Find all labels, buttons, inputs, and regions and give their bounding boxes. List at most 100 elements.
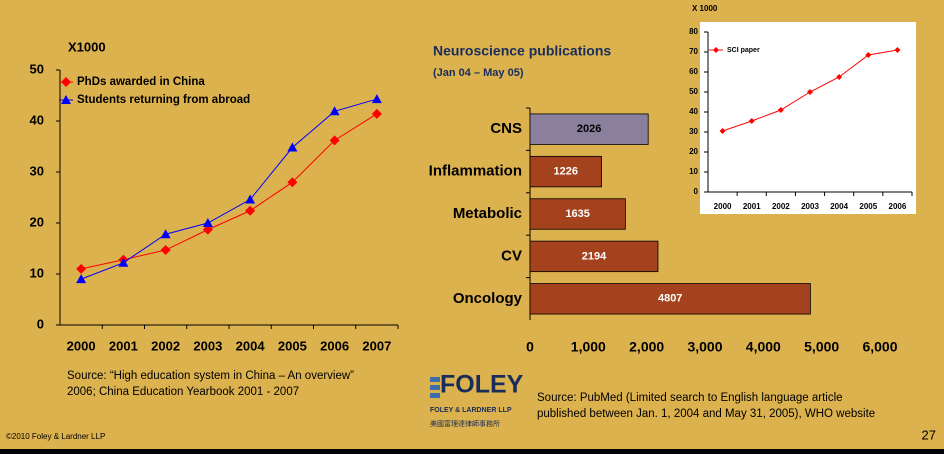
- data-point: [329, 106, 340, 116]
- x-tick-label: 2004: [236, 338, 266, 353]
- legend-label: Students returning from abroad: [77, 94, 250, 106]
- legend-label: PhDs awarded in China: [77, 76, 205, 88]
- data-point: [371, 94, 382, 104]
- source-right: Source: PubMed (Limited search to Englis…: [537, 392, 843, 404]
- data-point: [894, 47, 901, 53]
- y-tick-label: 10: [30, 265, 44, 280]
- chart-title: Neuroscience publications: [433, 43, 611, 59]
- x-tick-label: 2007: [362, 338, 391, 353]
- x-tick-label: 2003: [193, 338, 222, 353]
- logo-cn: 美國富理達律師事務所: [430, 419, 500, 428]
- y-tick-label: 40: [689, 107, 698, 116]
- chart-title: X 1000: [692, 4, 718, 13]
- y-tick-label: CNS: [490, 120, 522, 137]
- legend-marker: [713, 47, 719, 53]
- data-label: 2194: [582, 250, 607, 262]
- x-tick-label: 6,000: [862, 339, 897, 355]
- y-tick-label: 80: [689, 27, 698, 36]
- y-tick-label: 0: [694, 187, 699, 196]
- y-tick-label: 40: [30, 112, 44, 127]
- legend-label: SCI paper: [727, 47, 760, 54]
- data-point: [371, 108, 382, 119]
- data-point: [807, 89, 813, 95]
- data-point: [748, 118, 755, 124]
- y-tick-label: 50: [689, 87, 698, 96]
- data-point: [287, 142, 298, 152]
- bar: [529, 283, 811, 315]
- x-tick-label: 4,000: [746, 339, 781, 355]
- data-point: [245, 194, 256, 204]
- bar: [529, 113, 649, 145]
- y-tick-label: 20: [30, 214, 44, 229]
- y-tick-label: 20: [689, 147, 698, 156]
- source-left: 2006; China Education Yearbook 2001 - 20…: [67, 386, 299, 398]
- data-label: 4807: [658, 293, 682, 305]
- chart-title: X1000: [68, 39, 106, 54]
- y-tick-label: Inflammation: [429, 163, 522, 180]
- logo-bar: [430, 393, 440, 398]
- x-tick-label: 0: [526, 339, 534, 355]
- y-tick-label: CV: [501, 247, 522, 264]
- x-tick-label: 2002: [772, 202, 790, 211]
- data-point: [719, 128, 726, 134]
- y-tick-label: 30: [30, 163, 44, 178]
- x-tick-label: 2001: [743, 202, 761, 211]
- logo-bar: [430, 377, 440, 382]
- bar: [529, 240, 659, 273]
- inset-panel: [700, 22, 916, 214]
- bottom-bar: [0, 449, 944, 454]
- data-point: [245, 205, 256, 216]
- data-point: [836, 74, 843, 80]
- chart-subtitle: (Jan 04 – May 05): [433, 67, 524, 79]
- bar: [529, 198, 626, 230]
- data-point: [287, 177, 298, 188]
- x-tick-label: 2005: [278, 338, 307, 353]
- source-left: Source: “High education system in China …: [67, 370, 354, 382]
- y-tick-label: 50: [30, 61, 44, 76]
- x-tick-label: 2002: [151, 338, 180, 353]
- x-tick-label: 2000: [714, 202, 732, 211]
- source-right: published between Jan. 1, 2004 and May 3…: [537, 408, 875, 420]
- data-point: [865, 52, 872, 58]
- data-point: [160, 245, 171, 256]
- x-tick-label: 1,000: [571, 339, 606, 355]
- data-point: [160, 229, 171, 239]
- data-point: [76, 263, 87, 274]
- data-point: [202, 218, 213, 227]
- y-tick-label: 30: [689, 127, 698, 136]
- data-label: 1226: [554, 166, 578, 178]
- x-tick-label: 2006: [320, 338, 349, 353]
- x-tick-label: 2,000: [629, 339, 664, 355]
- data-point: [202, 224, 213, 235]
- copyright: ©2010 Foley & Lardner LLP: [6, 432, 105, 441]
- x-tick-label: 2003: [801, 202, 819, 211]
- bar: [529, 155, 602, 188]
- data-point: [777, 107, 784, 113]
- series-line: [80, 98, 378, 280]
- y-tick-label: Oncology: [453, 290, 523, 307]
- x-tick-label: 2005: [859, 202, 877, 211]
- y-tick-label: 0: [37, 316, 44, 331]
- data-point: [118, 257, 129, 267]
- y-tick-label: Metabolic: [453, 205, 522, 222]
- y-tick-label: 70: [689, 47, 698, 56]
- x-tick-label: 2001: [109, 338, 138, 353]
- data-label: 1635: [565, 208, 589, 220]
- x-tick-label: 3,000: [687, 339, 722, 355]
- x-tick-label: 5,000: [804, 339, 839, 355]
- x-tick-label: 2004: [830, 202, 848, 211]
- legend-marker: [61, 77, 71, 87]
- logo-bar: [430, 385, 440, 390]
- x-tick-label: 2006: [889, 202, 907, 211]
- data-point: [329, 135, 340, 146]
- logo-sub: FOLEY & LARDNER LLP: [430, 407, 512, 414]
- y-tick-label: 60: [689, 67, 698, 76]
- logo: FOLEY: [440, 371, 524, 399]
- y-tick-label: 10: [689, 167, 698, 176]
- legend-marker: [61, 95, 71, 104]
- page-number: 27: [922, 427, 936, 442]
- data-label: 2026: [577, 123, 601, 135]
- data-point: [76, 274, 87, 284]
- x-tick-label: 2000: [67, 338, 96, 353]
